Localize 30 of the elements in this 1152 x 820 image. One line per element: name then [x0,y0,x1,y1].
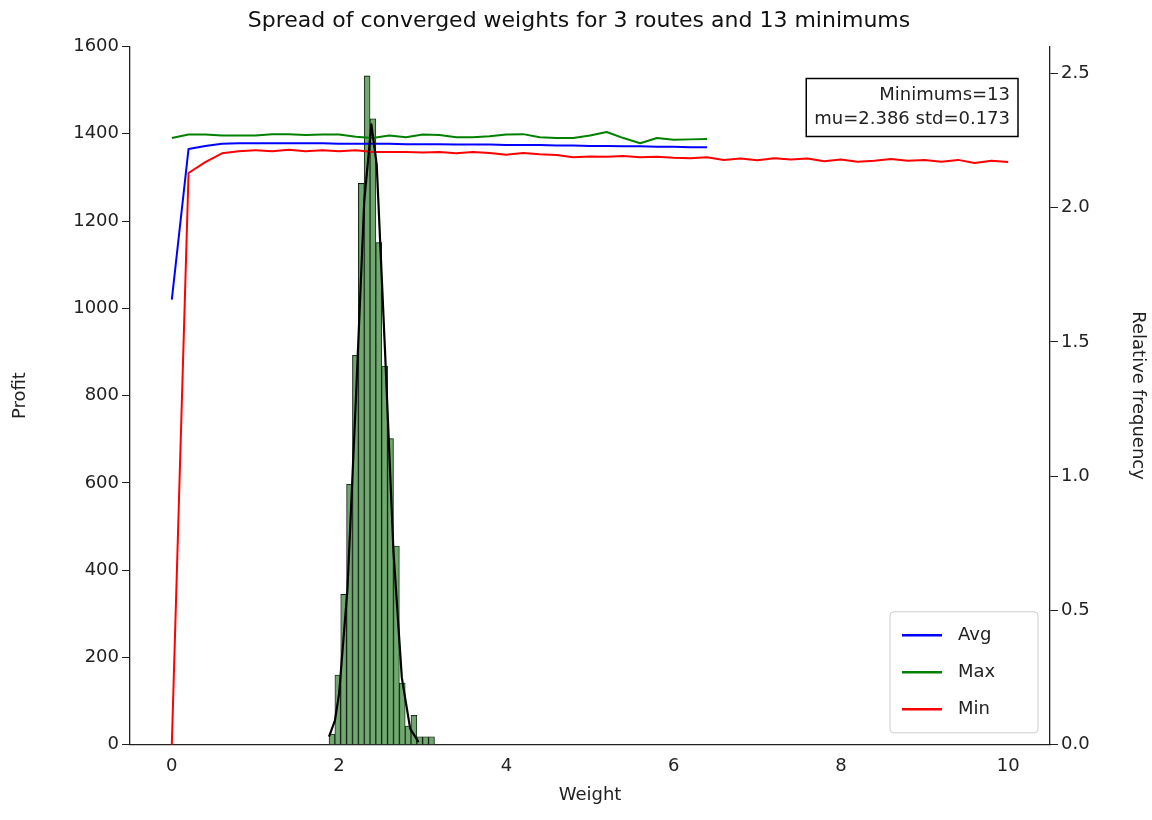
y2-tick-label: 1.0 [1061,463,1090,485]
legend-label: Avg [958,622,992,644]
y-axis-title: Profit [8,372,30,420]
x-axis-title: Weight [558,782,622,804]
legend-label: Max [958,659,996,681]
y-tick-label: 600 [84,470,119,492]
annotation: mu=2.386 std=0.173 [814,107,1010,129]
x-tick-label: 0 [166,754,178,776]
y2-tick-label: 1.5 [1061,329,1090,351]
x-tick-label: 6 [667,754,680,776]
legend-label: Min [958,696,990,718]
x-tick-label: 10 [996,754,1020,776]
y2-tick-label: 0.0 [1061,732,1090,754]
y-tick-label: 1000 [73,295,119,317]
y2-tick-label: 0.5 [1061,598,1090,620]
y2-axis-title: Relative frequency [1128,311,1150,481]
x-tick-label: 4 [500,754,513,776]
y-tick-label: 1400 [73,121,119,143]
y2-tick-label: 2.5 [1061,60,1090,82]
y-tick-label: 800 [84,383,119,405]
y-tick-label: 1600 [73,34,119,56]
y-tick-label: 200 [84,645,119,667]
x-tick-label: 8 [835,754,847,776]
annotation: Minimums=13 [879,83,1010,105]
chart-title: Spread of converged weights for 3 routes and 13 minimums [247,6,911,32]
y-tick-label: 0 [107,732,119,754]
y-tick-label: 1200 [73,208,119,230]
y-tick-label: 400 [84,557,119,579]
x-tick-label: 2 [333,754,345,776]
y2-tick-label: 2.0 [1061,195,1090,217]
